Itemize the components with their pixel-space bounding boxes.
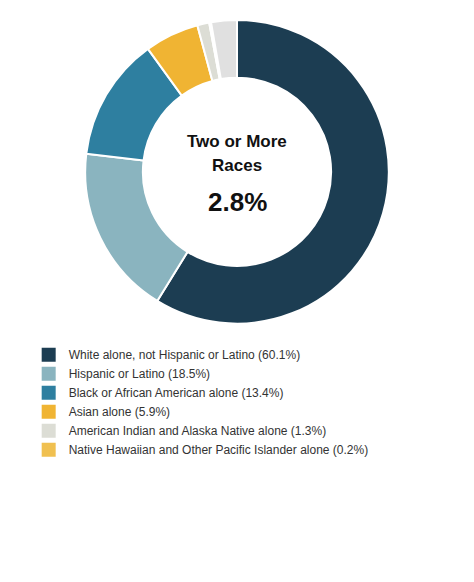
svg-text:White alone, not Hispanic or L: White alone, not Hispanic or Latino (60.… [69, 348, 300, 362]
svg-text:Native Hawaiian and Other Paci: Native Hawaiian and Other Pacific Island… [69, 443, 368, 457]
svg-text:Black or African American alon: Black or African American alone (13.4%) [69, 386, 284, 400]
svg-text:Two or More: Two or More [187, 132, 287, 151]
svg-text:American Indian and Alaska Nat: American Indian and Alaska Native alone … [69, 424, 326, 438]
svg-text:Asian alone (5.9%): Asian alone (5.9%) [69, 405, 170, 419]
svg-text:2.8%: 2.8% [208, 187, 267, 217]
svg-text:Hispanic or Latino (18.5%): Hispanic or Latino (18.5%) [69, 367, 210, 381]
svg-text:Races: Races [212, 156, 262, 175]
